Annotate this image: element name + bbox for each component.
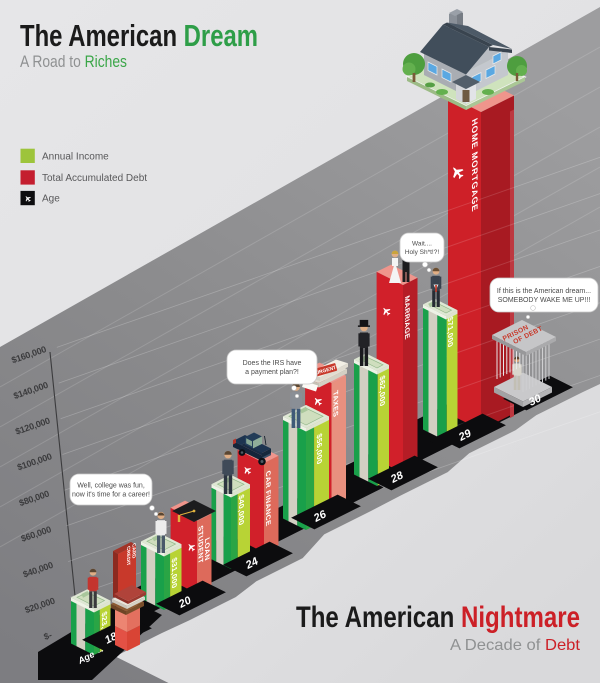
svg-text:If this is the American dream.: If this is the American dream... <box>497 288 591 295</box>
svg-text:$62,000: $62,000 <box>378 374 386 409</box>
svg-text:HOME MORTGAGE: HOME MORTGAGE <box>470 116 479 213</box>
svg-text:The American Nightmare: The American Nightmare <box>296 601 580 634</box>
svg-text:MARRIAGE: MARRIAGE <box>403 294 411 341</box>
svg-text:A Road to Riches: A Road to Riches <box>20 52 127 71</box>
svg-text:now it's time for a career!: now it's time for a career! <box>72 492 150 499</box>
svg-text:$71,000: $71,000 <box>446 315 454 350</box>
svg-text:A Decade of Debt: A Decade of Debt <box>450 637 581 654</box>
svg-text:28: 28 <box>388 469 406 486</box>
svg-text:$40,000: $40,000 <box>237 493 245 528</box>
svg-text:20: 20 <box>176 594 194 611</box>
svg-text:CAR FINANCE: CAR FINANCE <box>264 469 272 528</box>
svg-text:Annual Income: Annual Income <box>42 152 109 163</box>
svg-text:$56,000: $56,000 <box>315 432 323 467</box>
svg-text:Does the IRS have: Does the IRS have <box>243 360 302 367</box>
svg-text:STUDENT: STUDENT <box>197 524 205 566</box>
svg-text:a payment plan?!: a payment plan?! <box>245 369 299 376</box>
svg-text:TAXES: TAXES <box>332 389 340 419</box>
svg-text:Age: Age <box>42 194 60 205</box>
svg-text:24: 24 <box>243 555 260 572</box>
svg-text:Well, college was fun,: Well, college was fun, <box>77 482 145 489</box>
svg-text:LOAN: LOAN <box>203 536 211 562</box>
svg-text:26: 26 <box>311 508 329 525</box>
svg-text:29: 29 <box>456 427 474 444</box>
svg-text:$23,000: $23,000 <box>100 610 108 645</box>
svg-text:$31,000: $31,000 <box>170 556 178 591</box>
svg-text:Wait....: Wait.... <box>412 240 432 247</box>
svg-text:CARD: CARD <box>131 542 136 560</box>
svg-text:The American Dream: The American Dream <box>20 18 258 53</box>
svg-text:URGENT: URGENT <box>315 365 337 377</box>
svg-text:Holy Sh*t!?!: Holy Sh*t!?! <box>405 249 440 256</box>
svg-text:Total Accumulated Debt: Total Accumulated Debt <box>42 173 147 184</box>
svg-text:SOMEBODY WAKE ME UP!!!: SOMEBODY WAKE ME UP!!! <box>498 297 591 304</box>
svg-text:$-: $- <box>42 630 53 642</box>
svg-text:CREDIT: CREDIT <box>125 545 130 568</box>
